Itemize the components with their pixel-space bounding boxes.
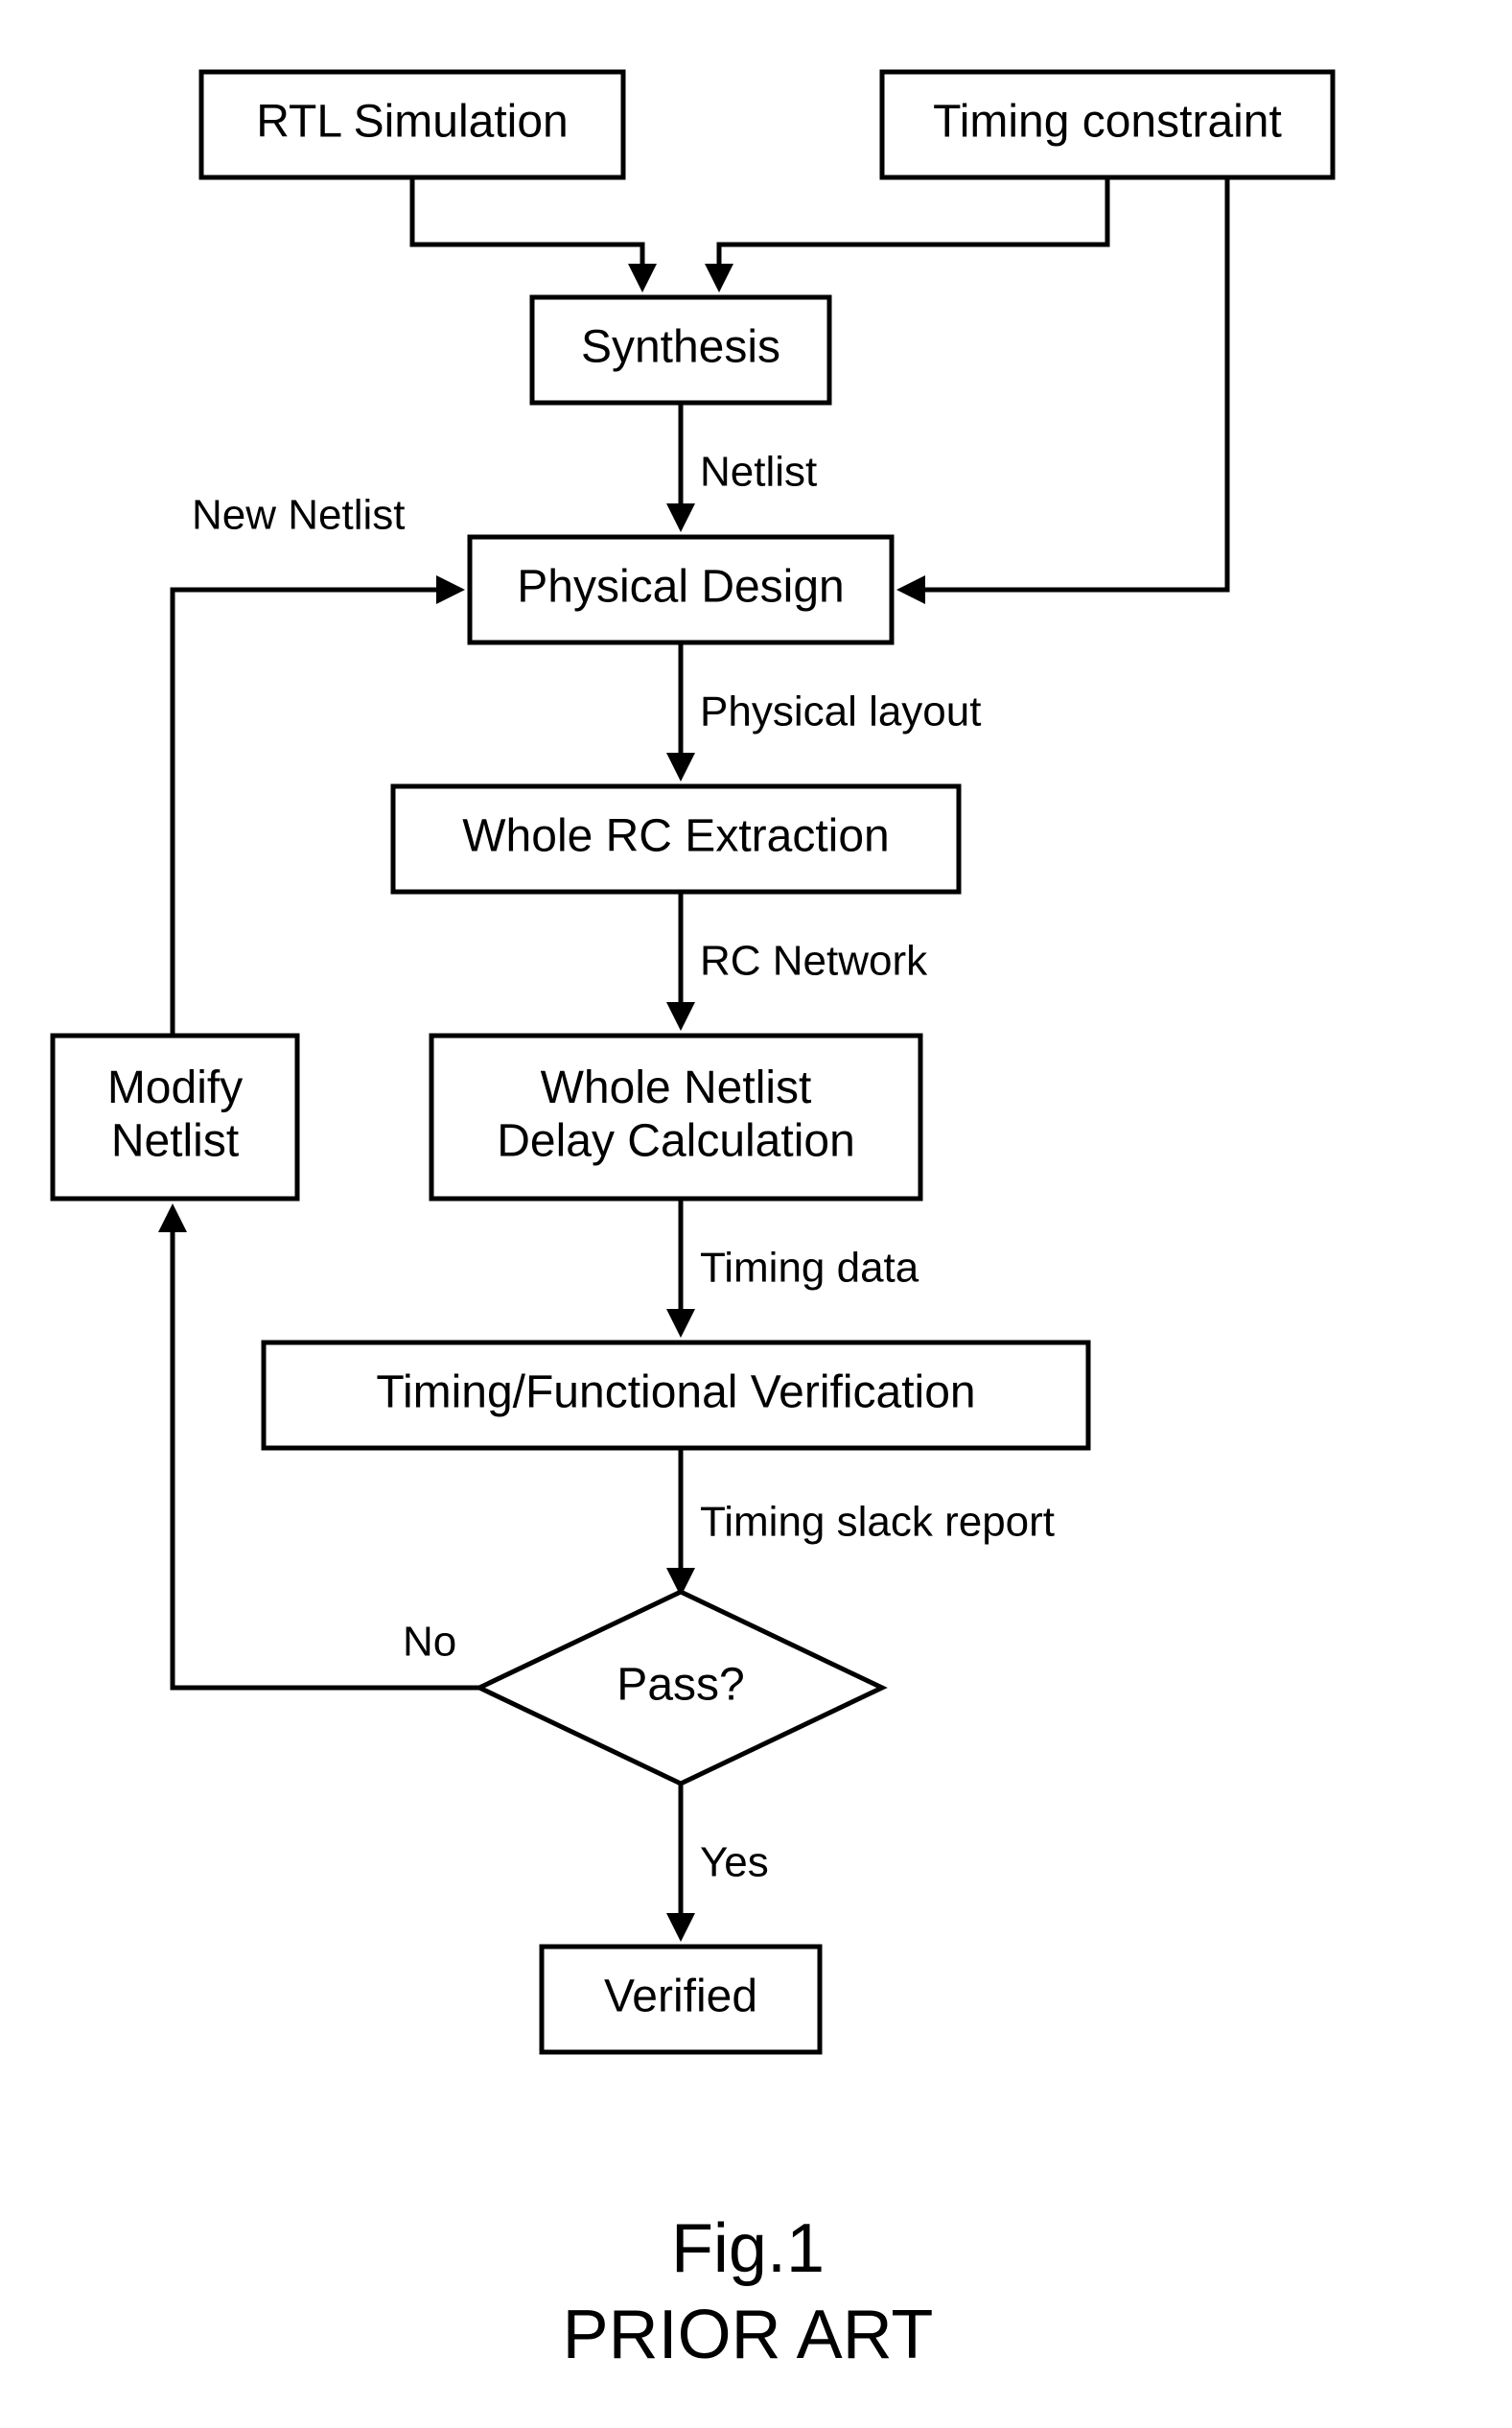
edge-label-7: Timing slack report (700, 1499, 1055, 1546)
node-pass: Pass? (479, 1592, 882, 1784)
edge-1 (719, 177, 1107, 288)
node-modify: ModifyNetlist (53, 1036, 297, 1199)
node-synth: Synthesis (532, 297, 829, 403)
node-synth-label-0: Synthesis (581, 322, 780, 373)
edge-label-10: New Netlist (192, 492, 406, 539)
figure-caption-1: PRIOR ART (563, 2297, 934, 2373)
flowchart-diagram: Netlist Physical layout RC Network Timing d… (0, 0, 1512, 2428)
node-phys-label-0: Physical Design (517, 562, 844, 613)
edge-label-5: RC Network (700, 938, 928, 985)
node-delay: Whole NetlistDelay Calculation (431, 1036, 920, 1199)
edge-0 (412, 177, 642, 288)
node-modify-label-1: Netlist (111, 1115, 239, 1166)
edge-label-6: Timing data (700, 1245, 919, 1292)
node-delay-label-1: Delay Calculation (497, 1115, 855, 1166)
node-rcx-label-0: Whole RC Extraction (462, 811, 889, 862)
node-modify-label-0: Modify (107, 1062, 243, 1113)
node-rcx: Whole RC Extraction (393, 786, 959, 892)
node-rtl: RTL Simulation (201, 72, 623, 177)
node-phys: Physical Design (470, 537, 892, 642)
edge-label-8: Yes (700, 1839, 769, 1886)
figure-caption-0: Fig.1 (671, 2210, 825, 2287)
edge-label-9: No (403, 1619, 456, 1666)
node-verify-label-0: Timing/Functional Verification (376, 1367, 975, 1418)
edge-label-4: Physical layout (700, 689, 981, 735)
edge-2 (901, 177, 1227, 590)
node-rtl-label-0: RTL Simulation (256, 97, 568, 148)
node-delay-label-0: Whole Netlist (541, 1062, 812, 1113)
node-verified: Verified (542, 1947, 820, 2052)
node-timing: Timing constraint (882, 72, 1333, 177)
node-timing-label-0: Timing constraint (933, 97, 1282, 148)
node-verify: Timing/Functional Verification (264, 1342, 1088, 1448)
node-pass-label-0: Pass? (616, 1660, 744, 1711)
node-verified-label-0: Verified (604, 1972, 757, 2022)
edge-label-3: Netlist (700, 449, 817, 496)
